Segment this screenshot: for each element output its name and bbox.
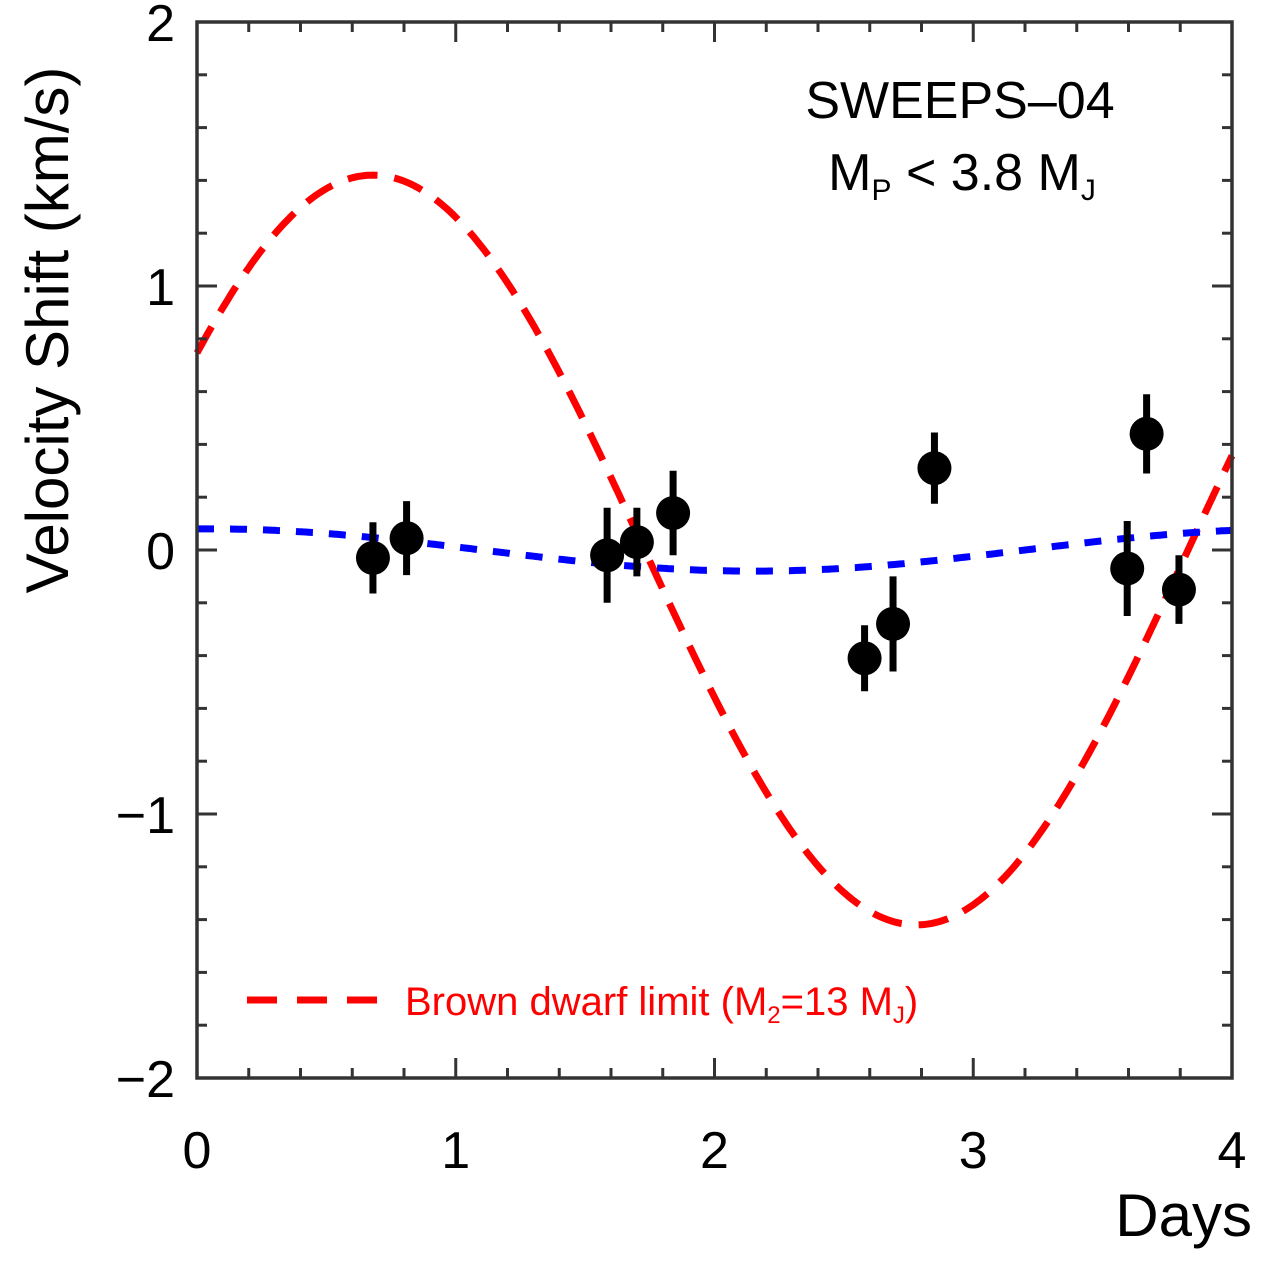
annotation-title: SWEEPS–04 (805, 72, 1114, 130)
points-layer (355, 394, 1196, 692)
data-point (1110, 551, 1145, 586)
data-point (1129, 416, 1164, 451)
y-tick-label: −1 (116, 787, 175, 845)
data-point (876, 606, 911, 641)
annotation-mass-symbol: M (828, 144, 871, 202)
data-point (917, 451, 952, 486)
x-tick-label: 1 (441, 1122, 470, 1180)
tick-labels-layer: 0 1 2 3 4 −2 −1 0 1 2 (116, 0, 1247, 1180)
annotation: SWEEPS–04 MP < 3.8 MJ (805, 72, 1114, 207)
axes-layer (195, 20, 1234, 1080)
data-point (355, 540, 390, 575)
x-tick-label: 2 (700, 1122, 729, 1180)
annotation-mass-subscript: P (872, 174, 892, 207)
legend-label-sub: 2 (767, 1002, 780, 1029)
legend-label: Brown dwarf limit (M2=13 MJ) (405, 980, 918, 1029)
annotation-mass-value: < 3.8 M (892, 144, 1081, 202)
data-point (619, 525, 654, 560)
data-point (1161, 572, 1196, 607)
data-point (590, 538, 625, 573)
best-fit-curve (197, 525, 1233, 575)
legend-label-sub2: J (893, 1002, 905, 1029)
annotation-jupiter-subscript: J (1081, 174, 1096, 207)
x-tick-label: 3 (959, 1122, 988, 1180)
data-point (847, 641, 882, 676)
x-tick-label: 0 (183, 1122, 212, 1180)
legend-label-mid: =13 M (781, 980, 893, 1024)
curves-layer (193, 171, 1236, 929)
legend-label-end: ) (905, 980, 918, 1024)
data-point (389, 521, 424, 556)
legend-label-main: Brown dwarf limit (M (405, 980, 767, 1024)
y-tick-label: 2 (146, 0, 175, 53)
x-axis-title: Days (1115, 1182, 1252, 1249)
brown-dwarf-limit-curve (193, 171, 1236, 929)
y-tick-label: 1 (146, 259, 175, 317)
legend: Brown dwarf limit (M2=13 MJ) (247, 980, 918, 1029)
x-tick-label: 4 (1218, 1122, 1247, 1180)
y-tick-label: 0 (146, 523, 175, 581)
annotation-mass-limit: MP < 3.8 MJ (828, 144, 1096, 207)
y-axis-title: Velocity Shift (km/s) (14, 67, 81, 594)
data-point (656, 496, 691, 531)
y-tick-label: −2 (116, 1051, 175, 1109)
